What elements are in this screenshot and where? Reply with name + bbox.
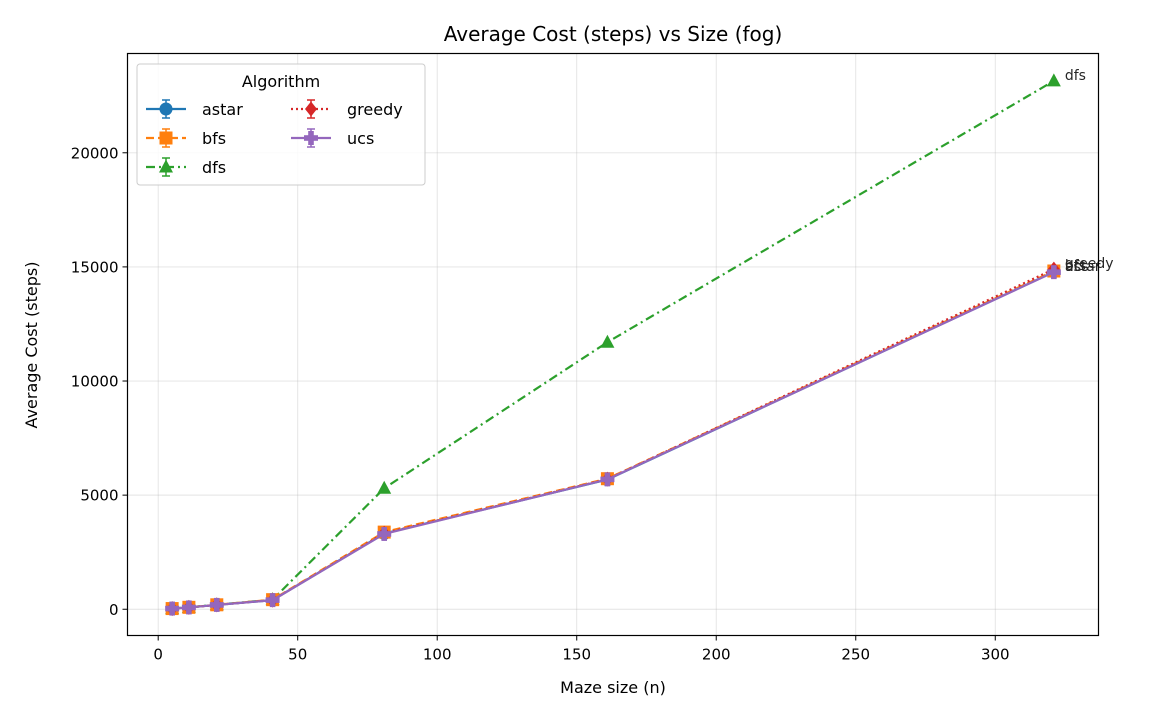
- series-line-astar: [172, 270, 1055, 610]
- data-point-ucs-v: [381, 526, 388, 541]
- legend-label-astar: astar: [202, 100, 243, 119]
- legend-items: astar bfs dfs greedy ucs: [146, 99, 403, 177]
- end-label-bfs: bfs: [1065, 258, 1086, 274]
- data-point-dfs: [1046, 73, 1061, 87]
- x-tick-label: 100: [423, 646, 452, 664]
- legend-item-bfs: bfs: [146, 128, 226, 148]
- data-point-ucs: [265, 593, 280, 608]
- series-line-bfs: [172, 270, 1055, 610]
- series-ucs: [165, 265, 1061, 616]
- legend-title: Algorithm: [242, 72, 320, 91]
- series-astar: [165, 265, 1061, 616]
- data-point-ucs-v: [213, 597, 220, 612]
- legend: Algorithm astar bfs dfs greedy ucs: [136, 63, 426, 186]
- data-point-dfs: [600, 334, 615, 348]
- x-tick-label: 0: [153, 646, 163, 664]
- data-point-ucs: [209, 597, 224, 612]
- x-tick-label: 150: [562, 646, 591, 664]
- data-point-ucs: [165, 601, 180, 616]
- series-line-greedy: [172, 268, 1055, 610]
- x-tick-label: 300: [981, 646, 1010, 664]
- y-axis-label: Average Cost (steps): [22, 262, 41, 429]
- series-greedy: [166, 261, 1060, 617]
- data-point-ucs: [1046, 265, 1061, 280]
- legend-item-astar: astar: [146, 99, 243, 119]
- end-label-astar: astar: [1065, 259, 1101, 275]
- y-tick-label: 15000: [71, 258, 119, 276]
- legend-label-greedy: greedy: [347, 100, 403, 119]
- data-point-ucs-v: [1051, 265, 1057, 280]
- legend-box: [136, 63, 426, 186]
- series-bfs: [165, 264, 1061, 616]
- data-point-ucs: [377, 526, 392, 541]
- legend-label-ucs: ucs: [347, 129, 374, 148]
- chart-title: Average Cost (steps) vs Size (fog): [444, 22, 783, 46]
- x-axis-label: Maze size (n): [560, 678, 666, 697]
- legend-item-greedy: greedy: [291, 99, 403, 119]
- x-axis: 0 50 100 150 200 250 300: [153, 635, 1010, 664]
- data-point-ucs-v: [186, 600, 192, 615]
- end-label-ucs: ucs: [1065, 259, 1089, 275]
- legend-marker-ucs: [304, 131, 318, 145]
- end-label-greedy: greedy: [1065, 256, 1114, 272]
- legend-marker-ucs-v: [308, 131, 314, 145]
- data-point-ucs: [600, 472, 615, 487]
- data-point-ucs-v: [169, 601, 175, 616]
- legend-item-dfs: dfs: [146, 157, 226, 177]
- end-label-dfs: dfs: [1065, 68, 1086, 84]
- data-point-ucs-v: [604, 472, 611, 487]
- x-tick-label: 50: [288, 646, 307, 664]
- legend-label-dfs: dfs: [202, 158, 226, 177]
- data-point-ucs-v: [269, 593, 276, 608]
- y-tick-label: 10000: [71, 373, 119, 391]
- plot-frame: [126, 52, 1100, 637]
- data-point-ucs: [181, 600, 196, 615]
- legend-marker-dfs: [159, 159, 173, 173]
- legend-item-ucs: ucs: [291, 128, 374, 148]
- y-tick-label: 5000: [80, 487, 118, 505]
- legend-label-bfs: bfs: [202, 129, 226, 148]
- legend-marker-greedy: [305, 101, 317, 117]
- series-line-ucs: [172, 271, 1055, 610]
- x-tick-label: 250: [841, 646, 870, 664]
- legend-marker-bfs: [159, 131, 173, 145]
- legend-marker-astar: [159, 102, 173, 116]
- data-point-dfs: [377, 480, 392, 494]
- y-tick-label: 0: [109, 601, 119, 619]
- x-tick-label: 200: [702, 646, 731, 664]
- series-layer: [165, 73, 1061, 617]
- y-tick-label: 20000: [71, 144, 119, 162]
- y-axis: 0 5000 10000 15000 20000: [71, 144, 128, 619]
